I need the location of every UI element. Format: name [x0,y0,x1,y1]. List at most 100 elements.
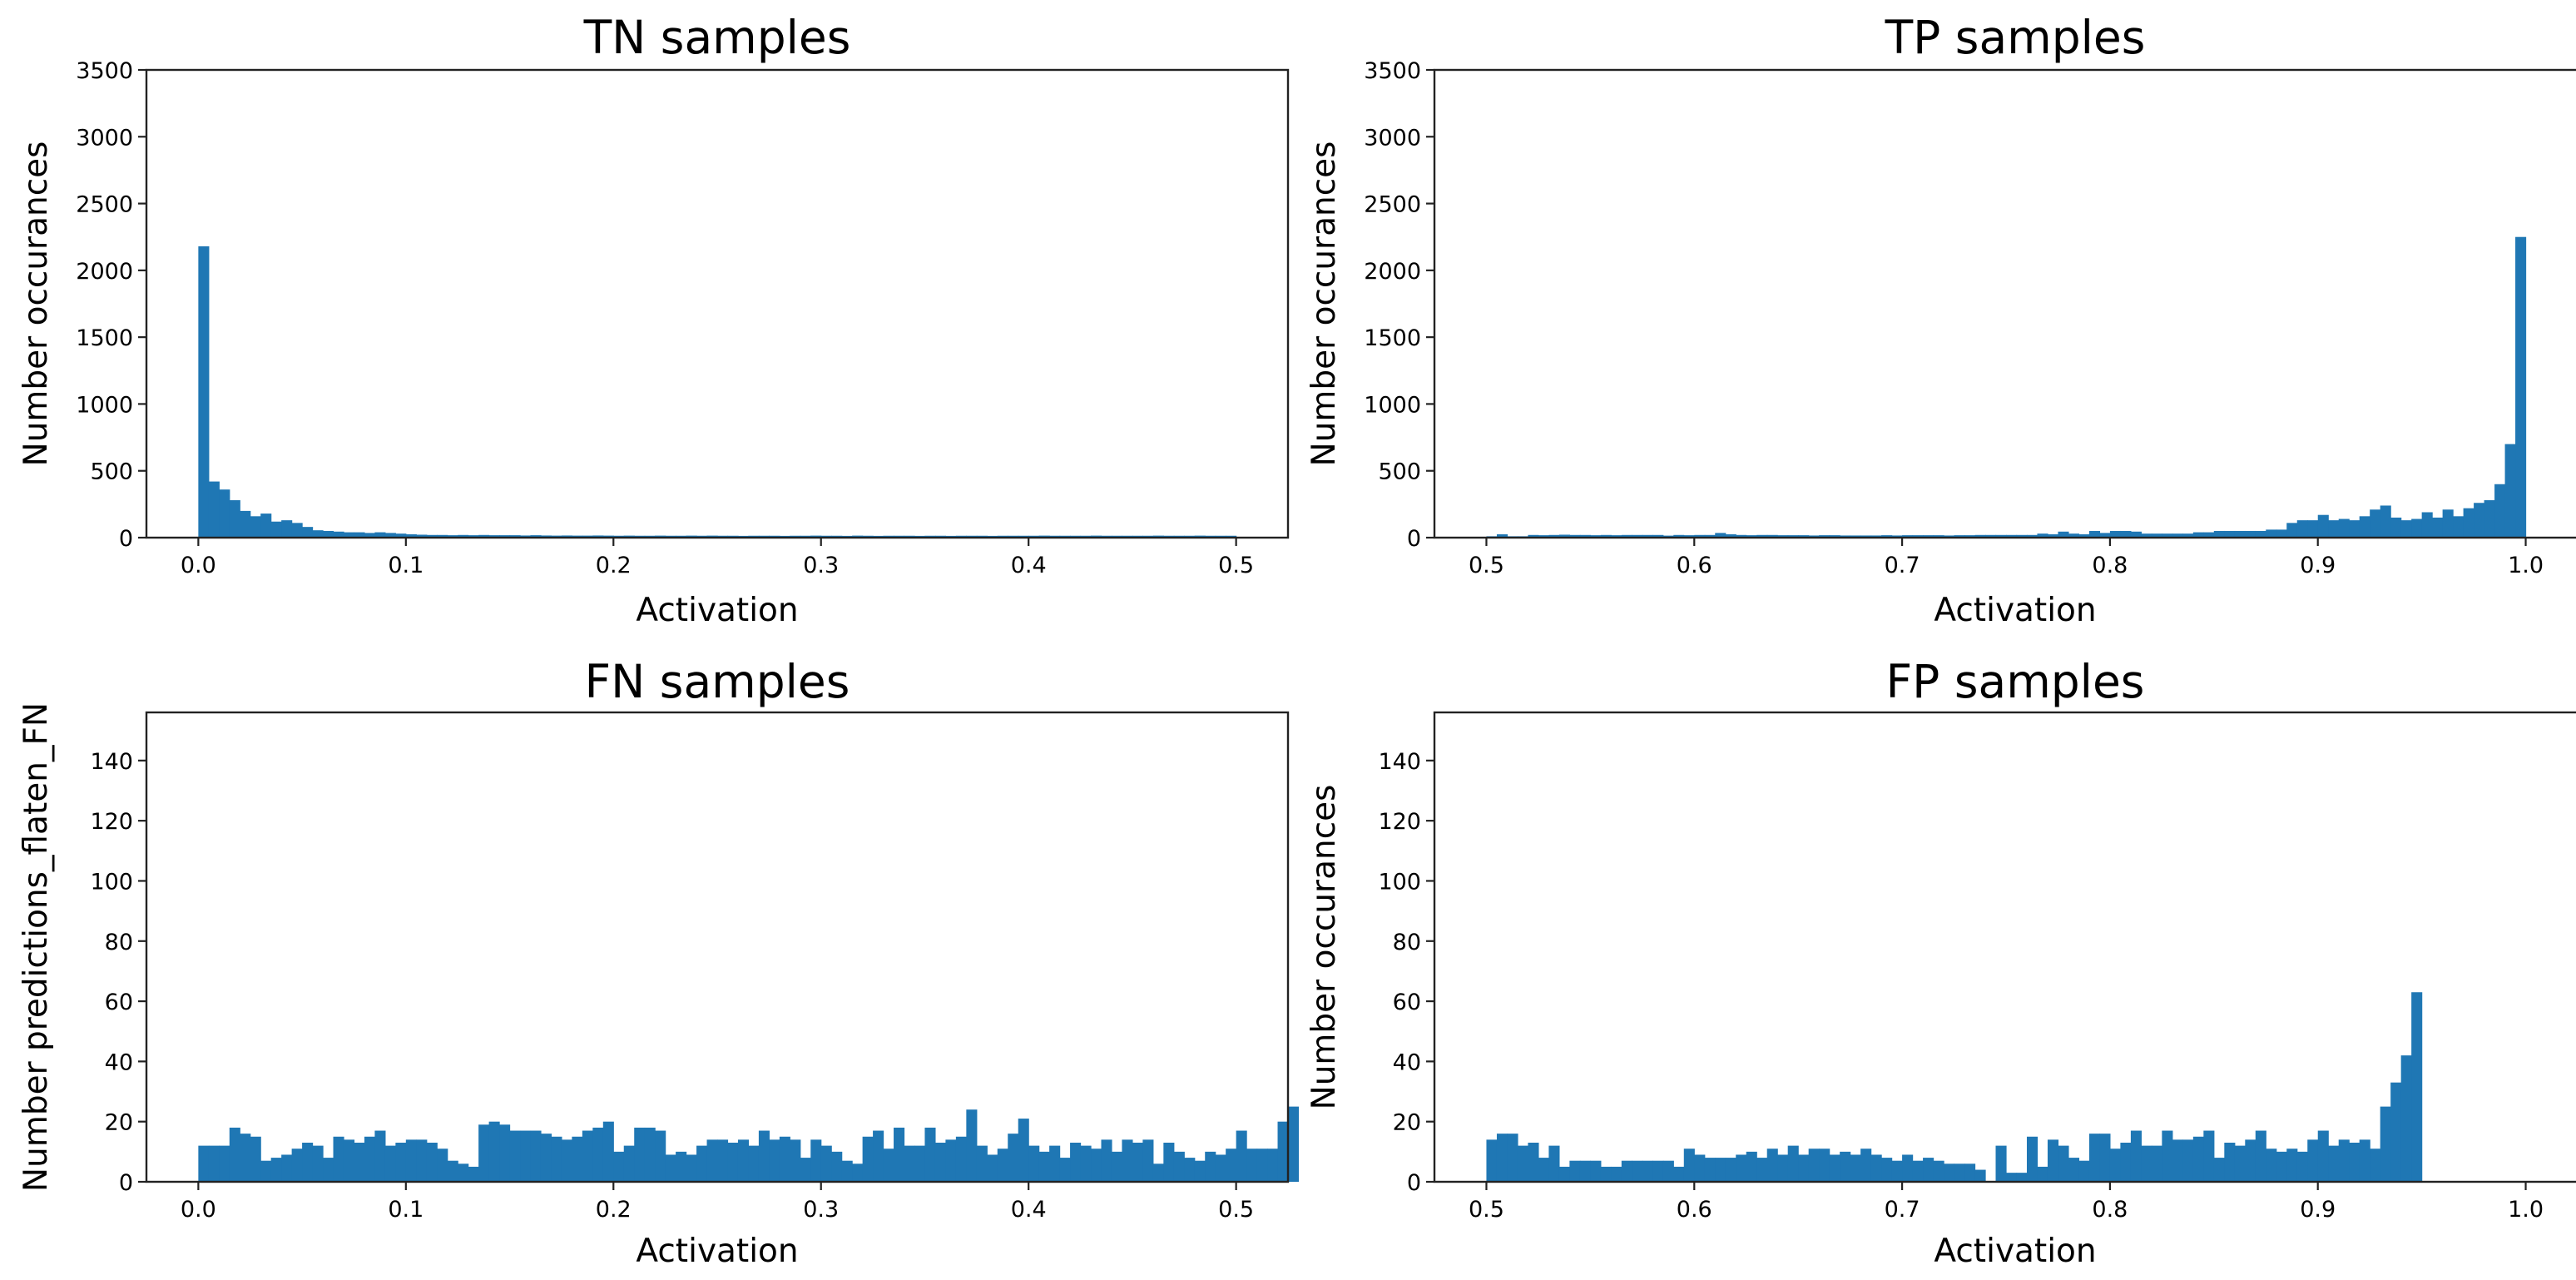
y-tick-label: 0 [119,1170,133,1196]
chart-title: FN samples [585,655,850,708]
x-tick-label: 0.6 [1677,1197,1712,1223]
y-tick-label: 60 [105,990,133,1015]
histogram-bar [1059,1158,1071,1182]
histogram-bar [2203,532,2215,538]
histogram-bar [312,530,324,538]
bars [1486,236,2527,538]
x-tick-label: 0.1 [388,553,424,578]
histogram-bar [1621,534,1632,538]
histogram-bar [1964,1163,1976,1182]
histogram-bar [323,530,334,538]
x-axis-label: Activation [1934,592,2096,629]
histogram-bar [1579,534,1591,538]
histogram-bar [1091,535,1102,538]
histogram-bar [592,1127,604,1182]
histogram-bar [1870,1154,1882,1182]
histogram-bar [883,1149,894,1182]
histogram-bar [2109,530,2121,538]
histogram-bar [270,521,282,538]
histogram-bar [1798,1154,1810,1182]
histogram-bar [281,1154,293,1182]
histogram-bar [1860,1149,1872,1182]
histogram-bar [1902,1154,1914,1182]
histogram-bar [1194,1160,1206,1182]
histogram-bar [634,1127,646,1182]
y-axis-label: Number occurances [1305,785,1343,1110]
histogram-bar [665,1154,676,1182]
histogram-bar [1954,535,1965,538]
histogram-bar [2286,1149,2298,1182]
histogram-bar [1256,1149,1268,1182]
histogram-bar [2234,1145,2246,1182]
histogram-bar [2037,533,2048,538]
histogram-bar [1933,1160,1944,1182]
histogram-bar [1766,534,1778,538]
y-tick-label: 140 [1378,749,1421,775]
histogram-bar [2442,509,2454,538]
histogram-bar [2151,533,2162,538]
histogram-bar [1715,1158,1726,1182]
histogram-bar [831,1151,843,1182]
histogram-bar [2172,533,2183,538]
histogram-bar [551,1136,562,1182]
histogram-bar [260,1160,272,1182]
histogram-bar [1246,1149,1258,1182]
histogram-bar [447,535,458,538]
chart-tn-samples: TN samples 0.0 0.1 0.2 0.3 0.4 0.5 0 500 1000 15… [17,11,1290,629]
histogram-bar [1008,1134,1019,1182]
histogram-bar [2099,1134,2111,1182]
histogram-bar [333,1136,344,1182]
histogram-bar [2068,1158,2080,1182]
histogram-bar [509,535,521,538]
histogram-bar [1715,533,1726,538]
histogram-bar [2411,518,2423,538]
y-ticks: 0 500 1000 1500 2000 2500 3000 3500 [76,58,146,552]
histogram-bar [1985,534,1997,538]
histogram-bar [229,500,240,538]
histogram-bar [1184,1158,1196,1182]
x-tick-label: 0.8 [2092,553,2128,578]
histogram-bar [520,1130,532,1182]
histogram-bar [2390,1082,2402,1182]
y-tick-label: 3000 [1364,125,1421,151]
histogram-bar [2130,531,2142,538]
histogram-bar [1569,534,1581,538]
histogram-bar [790,1139,801,1182]
histogram-bar [582,1130,593,1182]
histogram-bar [2088,530,2101,538]
histogram-bar [530,1130,542,1182]
histogram-bar [582,535,593,538]
histogram-bar [437,534,448,538]
histogram-bar [1787,1145,1799,1182]
histogram-bar [1600,1166,1612,1182]
histogram-bar [2494,484,2506,538]
histogram-bar [1746,535,1757,538]
histogram-bar [1787,535,1799,538]
histogram-bar [1673,1166,1685,1182]
y-tick-label: 3500 [76,58,133,84]
histogram-bar [1173,1151,1185,1182]
histogram-bar [1215,1154,1226,1182]
y-tick-label: 2000 [76,259,133,285]
y-tick-label: 0 [1407,1170,1421,1196]
histogram-bar [1194,535,1206,538]
y-axis-label: Number occurances [17,141,55,467]
histogram-bar [955,1136,967,1182]
histogram-bar [2276,529,2287,538]
chart-title: TN samples [583,11,851,64]
histogram-bar [2338,1139,2350,1182]
y-tick-label: 60 [1393,990,1421,1015]
y-tick-label: 2500 [76,192,133,218]
histogram-bar [2276,1151,2287,1182]
x-tick-label: 0.4 [1011,553,1047,578]
histogram-bar [1226,1149,1237,1182]
histogram-bar [2390,517,2402,538]
histogram-bar [509,1130,521,1182]
x-axis-label: Activation [1934,1233,2096,1270]
histogram-bar [1091,1149,1102,1182]
histogram-bar [2296,1151,2308,1182]
histogram-bar [810,535,822,538]
y-tick-label: 0 [1407,526,1421,552]
histogram-bar [769,1139,780,1182]
